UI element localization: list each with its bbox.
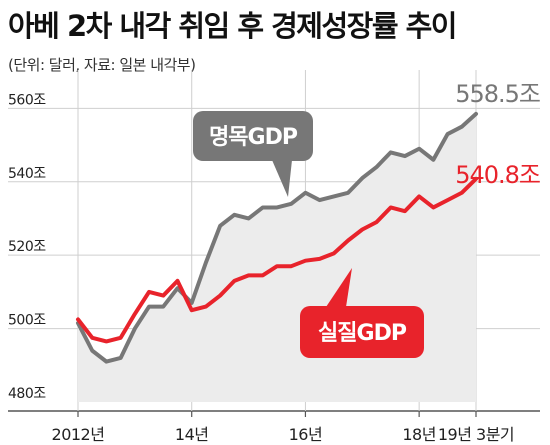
chart-title: 아베 2차 내각 취임 후 경제성장률 추이 bbox=[8, 9, 457, 43]
series-name-label-real: 실질GDP bbox=[318, 321, 407, 346]
label-layer: 560조 540조 520조 500조 480조 2012년 14년 16년 18년 19년 3분… bbox=[8, 80, 541, 444]
chart-subtitle: (단위: 달러, 자료: 일본 내각부) bbox=[8, 56, 196, 74]
callout-box-real bbox=[300, 306, 424, 358]
series-line-real bbox=[76, 176, 478, 344]
callout-pointer-real bbox=[326, 268, 352, 307]
callout-box-nominal bbox=[193, 111, 313, 161]
end-value-label-nominal: 558.5조 bbox=[455, 80, 540, 108]
x-tick-label: 19년 3분기 bbox=[438, 425, 514, 444]
x-tick-label: 16년 bbox=[289, 425, 323, 444]
x-tick-label: 18년 bbox=[402, 425, 436, 444]
y-tick-label: 480조 bbox=[8, 386, 46, 402]
series-layer bbox=[76, 111, 478, 364]
y-tick-label: 520조 bbox=[8, 239, 46, 255]
callout-pointer-nominal bbox=[272, 160, 292, 197]
y-tick-label: 560조 bbox=[8, 92, 46, 108]
y-tick-label: 500조 bbox=[8, 313, 46, 329]
series-name-label-nominal: 명목GDP bbox=[209, 125, 298, 150]
x-tick-label: 2012년 bbox=[52, 425, 105, 444]
series-line-nominal bbox=[76, 111, 478, 364]
x-tick-label: 14년 bbox=[175, 425, 209, 444]
y-tick-label: 540조 bbox=[8, 166, 46, 182]
end-value-label-real: 540.8조 bbox=[455, 161, 540, 189]
